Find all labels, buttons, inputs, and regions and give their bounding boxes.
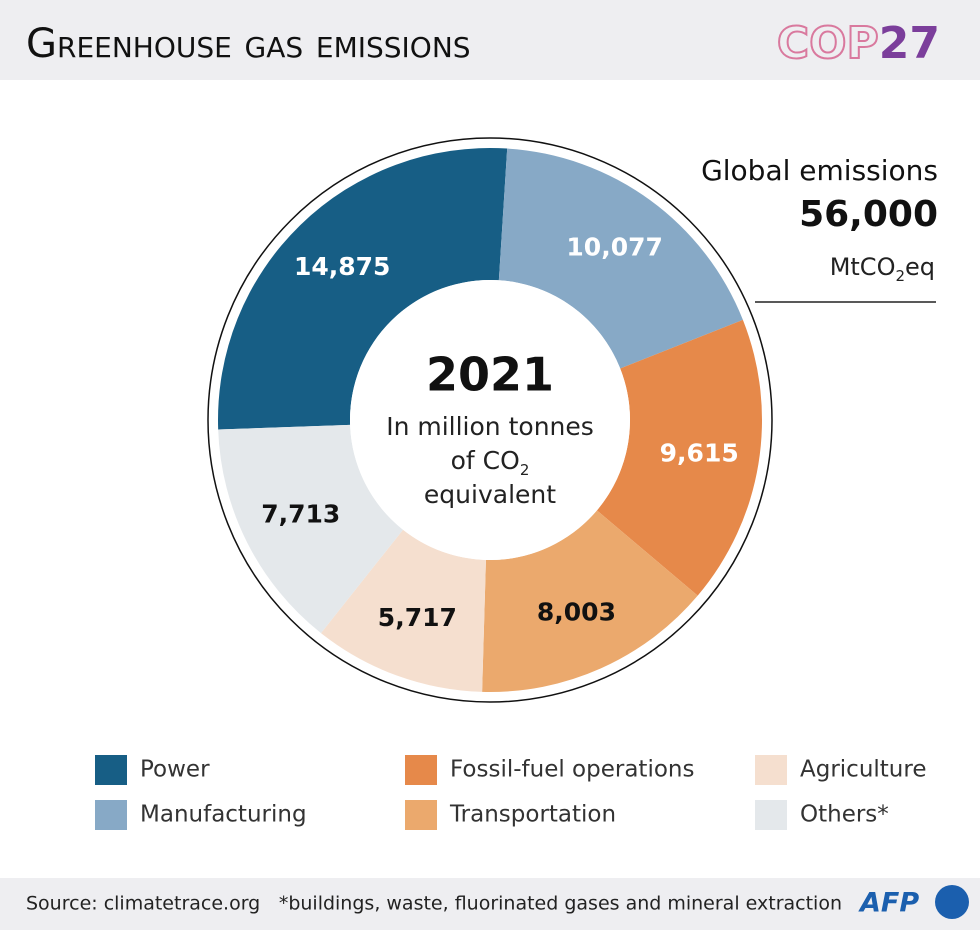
- legend-label: Others*: [800, 802, 889, 828]
- legend-label: Power: [140, 757, 210, 783]
- total-value: 56,000: [799, 194, 938, 235]
- value-label: 5,717: [378, 603, 457, 632]
- header-band: [0, 0, 980, 80]
- donut: [218, 147, 762, 692]
- slice: [596, 319, 762, 596]
- logo-part: COP: [777, 18, 879, 69]
- slice: [218, 147, 508, 430]
- center-text: equivalent: [424, 480, 556, 509]
- legend: Power Manufacturing Fossil-fuel operations…: [95, 755, 927, 830]
- footer-band: [0, 878, 980, 930]
- legend-swatch: [405, 800, 437, 830]
- subscript: 2: [520, 461, 530, 479]
- center-text: In million tonnes: [386, 412, 594, 441]
- center-text-part: of CO: [451, 446, 520, 475]
- legend-swatch: [95, 800, 127, 830]
- credit: AFP: [858, 888, 919, 919]
- source: Source: climatetrace.org: [26, 893, 260, 915]
- unit-part: eq: [905, 253, 935, 281]
- value-label: 7,713: [261, 500, 340, 529]
- legend-swatch: [95, 755, 127, 785]
- legend-swatch: [755, 755, 787, 785]
- value-label: 14,875: [294, 252, 390, 281]
- legend-label: Agriculture: [800, 757, 927, 783]
- chart-title: Greenhouse gas emissions: [26, 21, 471, 67]
- donut-hole: [350, 280, 630, 560]
- value-label: 10,077: [566, 233, 662, 262]
- legend-label: Transportation: [449, 802, 616, 828]
- note: *buildings, waste, fluorinated gases and…: [279, 893, 842, 915]
- total-title: Global emissions: [701, 154, 938, 187]
- legend-swatch: [755, 800, 787, 830]
- center-title: 2021: [426, 348, 554, 402]
- legend-label: Fossil-fuel operations: [450, 757, 694, 783]
- total-unit: MtCO2eq: [830, 253, 935, 285]
- credit-dot: [935, 885, 969, 919]
- logo-part: 27: [879, 18, 940, 69]
- value-label: 9,615: [660, 438, 739, 467]
- logo: COP27: [777, 18, 940, 69]
- outer-ring: [207, 137, 773, 703]
- slice: [498, 148, 743, 369]
- legend-swatch: [405, 755, 437, 785]
- slice: [218, 424, 404, 634]
- legend-label: Manufacturing: [140, 802, 307, 828]
- slice: [482, 510, 698, 692]
- unit-part: MtCO: [830, 253, 896, 281]
- subscript: 2: [895, 267, 905, 285]
- slice: [320, 529, 486, 692]
- center-text: of CO2: [451, 446, 530, 479]
- value-label: 8,003: [537, 598, 616, 627]
